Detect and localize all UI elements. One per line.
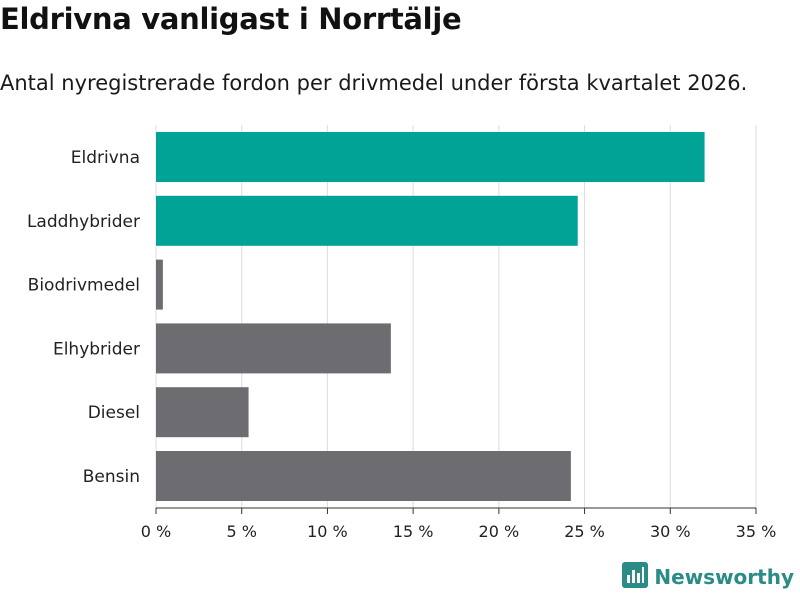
x-tick-label: 20 %: [479, 522, 520, 541]
x-tick-label: 35 %: [736, 522, 777, 541]
category-label: Eldrivna: [71, 148, 140, 168]
bar-eldrivna: [156, 132, 705, 182]
chart-title: Eldrivna vanligast i Norrtälje: [0, 2, 462, 36]
category-label: Laddhybrider: [27, 212, 140, 232]
bar-laddhybrider: [156, 195, 578, 246]
grid-lines: [155, 125, 757, 514]
x-tick-labels: 0 % 5 % 10 % 15 % 20 % 25 % 30 % 35 %: [141, 522, 777, 541]
bar-bensin: [156, 451, 571, 501]
x-tick-label: 0 %: [141, 522, 171, 541]
category-label: Elhybrider: [53, 339, 140, 359]
x-tick-label: 5 %: [226, 522, 256, 541]
brand-name: Newsworthy: [654, 565, 794, 589]
bar-elhybrider: [156, 323, 391, 374]
x-tick-label: 25 %: [564, 522, 605, 541]
x-tick-label: 30 %: [650, 522, 691, 541]
x-tick-label: 10 %: [307, 522, 348, 541]
category-label: Bensin: [83, 467, 140, 487]
bars: [156, 132, 705, 501]
category-labels: Eldrivna Laddhybrider Biodrivmedel Elhybrid…: [27, 148, 140, 487]
bar-biodrivmedel: [156, 259, 163, 310]
chart-subtitle: Antal nyregistrerade fordon per drivmede…: [0, 71, 748, 95]
x-tick-label: 15 %: [393, 522, 434, 541]
category-label: Diesel: [88, 403, 140, 423]
category-label: Biodrivmedel: [28, 276, 140, 296]
bar-diesel: [156, 387, 249, 438]
newsworthy-logo-icon: [622, 562, 649, 592]
brand: Newsworthy: [622, 562, 794, 592]
